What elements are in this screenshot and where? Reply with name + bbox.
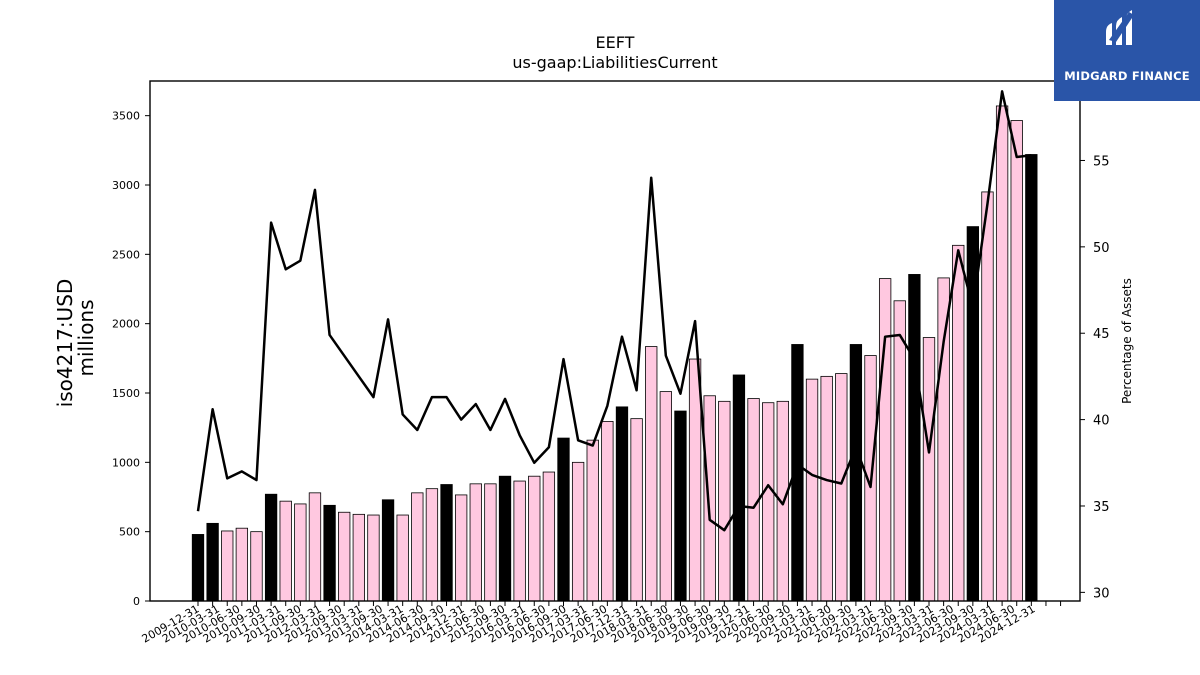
- bar: [937, 277, 950, 602]
- bar: [308, 492, 322, 602]
- bar: [469, 483, 482, 602]
- bar: [250, 531, 263, 602]
- bar: [191, 534, 205, 602]
- left-tick-label: 3500: [112, 110, 140, 123]
- plot-frame: [149, 80, 1081, 602]
- x-axis: 2009-12-312010-03-312010-06-302010-09-30…: [140, 601, 1062, 646]
- bar: [542, 471, 556, 602]
- chart-title: EEFT: [596, 33, 635, 52]
- bar: [557, 437, 570, 602]
- bar: [1010, 120, 1023, 602]
- bar: [659, 391, 672, 602]
- right-tick-label: 45: [1093, 327, 1110, 342]
- right-y-axis: 30 35 40 45 50 55: [1080, 154, 1110, 601]
- left-y-axis: 0 500 1000 1500 2000 2500 3000 3500: [112, 110, 150, 608]
- left-axis-label-line1: iso4217:USD: [53, 279, 77, 408]
- left-tick-label: 3000: [112, 179, 140, 192]
- bar: [995, 105, 1009, 602]
- bar: [367, 514, 380, 602]
- bar: [221, 530, 234, 602]
- bar: [805, 378, 819, 602]
- bar: [1025, 154, 1038, 602]
- bar: [688, 358, 702, 602]
- left-tick-label: 1000: [112, 456, 140, 469]
- bar: [294, 503, 307, 602]
- bar: [323, 504, 336, 602]
- bar: [835, 373, 848, 602]
- bar: [630, 418, 643, 602]
- bar: [455, 494, 468, 602]
- chart-subtitle: us-gaap:LiabilitiesCurrent: [512, 53, 717, 72]
- brand-name: MIDGARD FINANCE: [1064, 69, 1190, 83]
- left-tick-label: 2500: [112, 248, 140, 261]
- percentage-line: [196, 90, 1032, 532]
- left-tick-label: 2000: [112, 318, 140, 331]
- right-tick-label: 50: [1093, 241, 1110, 256]
- bar: [645, 346, 658, 602]
- bar: [498, 475, 512, 602]
- bar: [381, 499, 395, 602]
- left-axis-label-line2: millions: [74, 299, 98, 376]
- bar: [849, 344, 863, 602]
- right-tick-label: 35: [1093, 500, 1110, 515]
- bar: [586, 439, 599, 602]
- bar: [206, 522, 219, 602]
- bar: [922, 337, 936, 602]
- bar: [762, 402, 775, 602]
- right-axis-label: Percentage of Assets: [1120, 278, 1134, 404]
- bar: [425, 488, 439, 602]
- bar: [484, 483, 497, 602]
- bar: [893, 300, 906, 602]
- bar: [440, 484, 453, 602]
- bar: [528, 475, 541, 602]
- bar: [732, 374, 746, 602]
- bar: [571, 461, 585, 602]
- bar: [396, 514, 409, 602]
- bar: [820, 375, 833, 602]
- bar: [703, 395, 716, 602]
- bar: [411, 492, 424, 602]
- bar: [601, 421, 614, 602]
- left-tick-label: 0: [133, 595, 140, 608]
- bar: [718, 400, 731, 602]
- brand-logo: MIDGARD FINANCE: [1054, 0, 1200, 101]
- bar: [264, 493, 278, 602]
- bar: [338, 511, 351, 602]
- bar: [908, 274, 921, 602]
- bar: [235, 527, 249, 602]
- bar: [981, 191, 994, 602]
- right-tick-label: 30: [1093, 586, 1110, 601]
- bar: [279, 500, 292, 602]
- right-tick-label: 55: [1093, 154, 1110, 169]
- bar: [952, 244, 965, 602]
- bar: [615, 406, 629, 602]
- brand-logo-icon: [1106, 10, 1134, 45]
- bar: [674, 410, 687, 602]
- bar: [352, 513, 365, 602]
- bar: [878, 278, 892, 602]
- right-tick-label: 40: [1093, 414, 1110, 429]
- left-tick-label: 1500: [112, 387, 140, 400]
- left-tick-label: 500: [119, 526, 140, 539]
- bar: [513, 480, 526, 602]
